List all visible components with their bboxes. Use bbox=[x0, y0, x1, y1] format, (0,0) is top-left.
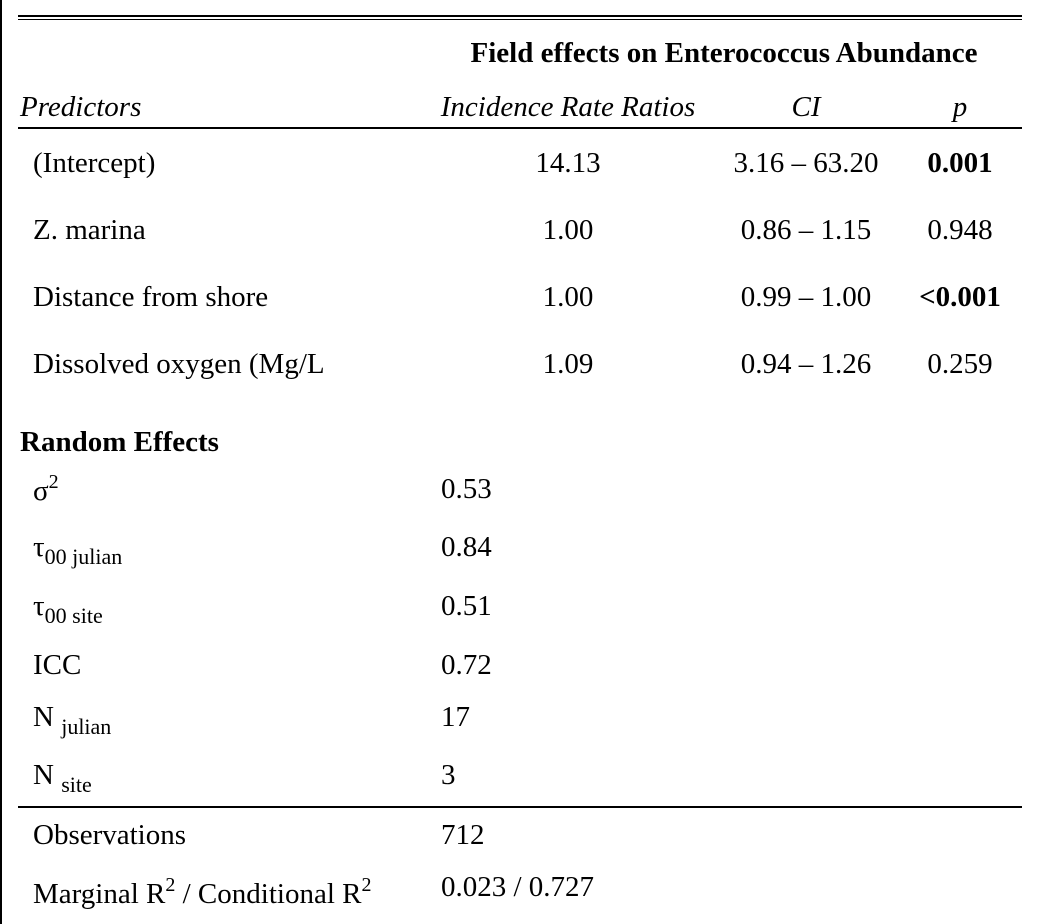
table-title: Field effects on Enterococcus Abundance bbox=[470, 37, 978, 69]
random-effects-heading: Random Effects bbox=[20, 426, 219, 458]
icc-label: ICC bbox=[33, 649, 82, 681]
row-irr: 14.13 bbox=[535, 147, 601, 179]
n-site-sub: site bbox=[61, 772, 92, 797]
tau-julian-sub: 00 julian bbox=[44, 544, 123, 569]
tau-symbol: τ bbox=[33, 590, 45, 622]
r2-sup-2: 2 bbox=[361, 874, 372, 896]
n-julian-label: N julian bbox=[33, 700, 112, 739]
row-ci: 0.94 – 1.26 bbox=[740, 348, 872, 380]
observations-value: 712 bbox=[441, 819, 485, 851]
row-predictor: Dissolved oxygen (Mg/L bbox=[33, 348, 325, 380]
header-predictors: Predictors bbox=[20, 91, 142, 123]
row-irr: 1.00 bbox=[542, 281, 594, 313]
header-p: p bbox=[952, 91, 968, 123]
sigma2-label: σ2 bbox=[33, 471, 59, 511]
row-irr: 1.00 bbox=[542, 214, 594, 246]
row-ci: 0.86 – 1.15 bbox=[740, 214, 872, 246]
marginal-r: Marginal R bbox=[33, 878, 166, 910]
icc-value: 0.72 bbox=[441, 649, 492, 681]
footer-rule bbox=[18, 806, 1022, 808]
tau-julian-value: 0.84 bbox=[441, 531, 492, 563]
row-predictor: Distance from shore bbox=[33, 281, 269, 313]
n-symbol: N bbox=[33, 759, 54, 791]
tau-symbol: τ bbox=[33, 531, 45, 563]
n-symbol: N bbox=[33, 701, 54, 733]
row-irr: 1.09 bbox=[542, 348, 594, 380]
n-julian-sub: julian bbox=[61, 714, 112, 739]
header-irr: Incidence Rate Ratios bbox=[440, 91, 696, 123]
tau-site-label: τ00 site bbox=[33, 589, 103, 628]
header-ci: CI bbox=[791, 91, 821, 123]
top-rule-1 bbox=[18, 15, 1022, 17]
r2-label: Marginal R2 / Conditional R2 bbox=[33, 874, 372, 914]
sigma-sup: 2 bbox=[48, 471, 59, 493]
tau-site-sub: 00 site bbox=[44, 603, 103, 628]
row-ci: 3.16 – 63.20 bbox=[733, 147, 879, 179]
row-p: <0.001 bbox=[919, 281, 1001, 313]
observations-label: Observations bbox=[33, 819, 187, 851]
r2-value: 0.023 / 0.727 bbox=[441, 871, 595, 903]
tau-julian-label: τ00 julian bbox=[33, 530, 123, 569]
n-site-value: 3 bbox=[441, 759, 456, 791]
r2-sup-1: 2 bbox=[165, 874, 176, 896]
n-site-label: N site bbox=[33, 758, 92, 797]
sigma2-value: 0.53 bbox=[441, 473, 492, 505]
left-border bbox=[0, 0, 2, 924]
top-rule-2 bbox=[18, 19, 1022, 20]
sigma-symbol: σ bbox=[33, 475, 49, 507]
header-rule bbox=[18, 127, 1022, 129]
n-julian-value: 17 bbox=[441, 701, 470, 733]
row-predictor: (Intercept) bbox=[33, 147, 156, 179]
row-p: 0.948 bbox=[927, 214, 993, 246]
row-predictor: Z. marina bbox=[33, 214, 146, 246]
row-ci: 0.99 – 1.00 bbox=[740, 281, 872, 313]
conditional-r: / Conditional R bbox=[175, 878, 362, 910]
row-p: 0.001 bbox=[927, 147, 993, 179]
row-p: 0.259 bbox=[927, 348, 993, 380]
tau-site-value: 0.51 bbox=[441, 590, 492, 622]
